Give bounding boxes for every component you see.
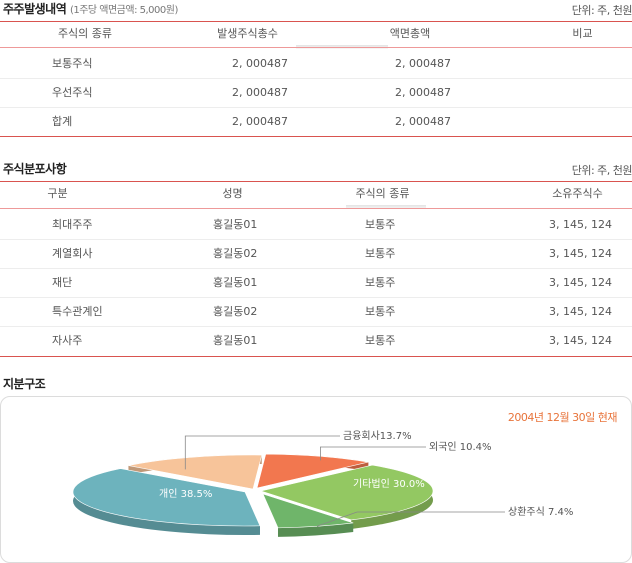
distribution-col-category: 구분 bbox=[47, 187, 68, 200]
issue-row-type: 우선주식 bbox=[52, 86, 93, 99]
distribution-row-shares: 3, 145, 124 bbox=[549, 334, 612, 347]
distribution-table-header: 구분 성명 주식의 종류 소유주식수 bbox=[0, 183, 632, 209]
table-row: 우선주식 2, 000487 2, 000487 bbox=[0, 79, 632, 108]
distribution-row-name: 홍길동01 bbox=[213, 276, 258, 289]
pie-slice-기타법인 bbox=[259, 464, 434, 521]
pie-label-개인: 개인 38.5% bbox=[159, 488, 212, 500]
distribution-unit: 단위: 주, 천원 bbox=[571, 164, 632, 177]
issue-row-total: 2, 000487 bbox=[232, 115, 288, 128]
distribution-col-name: 성명 bbox=[222, 187, 243, 200]
distribution-col-shares: 소유주식수 bbox=[552, 187, 603, 200]
issue-row-type: 보통주식 bbox=[52, 57, 93, 70]
pie-slice-side-4 bbox=[277, 522, 354, 537]
distribution-row-name: 홍길동01 bbox=[213, 334, 258, 347]
issue-table-top-border bbox=[0, 21, 632, 22]
pie-leader-line-상환주식 bbox=[316, 511, 505, 527]
distribution-header-bottom-border bbox=[0, 208, 632, 209]
distribution-row-type: 보통주 bbox=[365, 305, 396, 318]
issue-table-header: 주식의 종류 발생주식총수 액면총액 비교 bbox=[0, 23, 632, 49]
issue-table-bottom-border bbox=[0, 136, 632, 137]
issue-col-type: 주식의 종류 bbox=[57, 27, 113, 40]
distribution-col-type: 주식의 종류 bbox=[355, 187, 410, 200]
distribution-row-type: 보통주 bbox=[365, 218, 396, 231]
structure-chart-panel: 2004년 12월 30일 현재 개인 38.5% 금융회사13.7% 외국인 10… bbox=[0, 396, 632, 563]
pie-label-금융회사: 금융회사13.7% bbox=[343, 430, 412, 442]
distribution-row-name: 홍길동01 bbox=[213, 218, 258, 231]
pie-label-외국인: 외국인 10.4% bbox=[429, 441, 492, 453]
issue-header-bottom-border bbox=[0, 47, 632, 48]
distribution-row-category: 재단 bbox=[52, 276, 73, 289]
issue-unit: 단위: 주, 천원 bbox=[571, 4, 632, 17]
issue-subtitle: (1주당 액면금액: 5,000원) bbox=[69, 5, 178, 16]
distribution-row-shares: 3, 145, 124 bbox=[549, 276, 612, 289]
issue-row-amount: 2, 000487 bbox=[395, 57, 451, 70]
issue-col-total: 발생주식총수 bbox=[217, 27, 278, 40]
table-row: 재단 홍길동01 보통주 3, 145, 124 bbox=[0, 269, 632, 298]
distribution-row-name: 홍길동02 bbox=[213, 247, 258, 260]
issue-row-amount: 2, 000487 bbox=[395, 115, 451, 128]
distribution-row-shares: 3, 145, 124 bbox=[549, 305, 612, 318]
issue-row-type: 합계 bbox=[52, 115, 73, 128]
distribution-row-type: 보통주 bbox=[365, 247, 396, 260]
distribution-table-bottom-border bbox=[0, 356, 632, 357]
pie-slice-side-0 bbox=[72, 468, 260, 535]
distribution-row-shares: 3, 145, 124 bbox=[549, 218, 612, 231]
issue-section-title: 주주발생내역 (1주당 액면금액: 5,000원) bbox=[3, 0, 178, 17]
distribution-row-type: 보통주 bbox=[365, 334, 396, 347]
table-row: 자사주 홍길동01 보통주 3, 145, 124 bbox=[0, 327, 632, 355]
table-row: 계열회사 홍길동02 보통주 3, 145, 124 bbox=[0, 240, 632, 269]
distribution-title: 주식분포사항 bbox=[3, 162, 67, 176]
distribution-table-top-border bbox=[0, 181, 632, 182]
distribution-row-category: 특수관계인 bbox=[52, 305, 103, 318]
ownership-pie-chart: 개인 38.5% 금융회사13.7% 외국인 10.4% 기타법인 30.0% 상환주식… bbox=[72, 430, 573, 537]
issue-col-note: 비교 bbox=[572, 27, 593, 40]
table-row: 보통주식 2, 000487 2, 000487 bbox=[0, 50, 632, 79]
distribution-row-type: 보통주 bbox=[365, 276, 396, 289]
issue-title: 주주발생내역 bbox=[3, 2, 67, 16]
structure-title: 지분구조 bbox=[3, 377, 46, 391]
table-row: 최대주주 홍길동01 보통주 3, 145, 124 bbox=[0, 211, 632, 240]
pie-slice-개인 bbox=[72, 468, 261, 527]
pie-leader-line-금융회사 bbox=[184, 435, 340, 470]
table-row: 특수관계인 홍길동02 보통주 3, 145, 124 bbox=[0, 298, 632, 327]
table-row: 합계 2, 000487 2, 000487 bbox=[0, 108, 632, 136]
distribution-row-name: 홍길동02 bbox=[213, 305, 258, 318]
pie-slice-금융회사 bbox=[128, 454, 263, 490]
distribution-row-category: 자사주 bbox=[52, 334, 83, 347]
distribution-row-shares: 3, 145, 124 bbox=[549, 247, 612, 260]
distribution-row-category: 최대주주 bbox=[52, 218, 93, 231]
distribution-header-shade bbox=[346, 205, 426, 209]
pie-label-기타법인: 기타법인 30.0% bbox=[353, 478, 425, 490]
issue-row-total: 2, 000487 bbox=[232, 86, 288, 99]
pie-label-상환주식: 상환주식 7.4% bbox=[508, 506, 573, 518]
pie-leader-line-외국인 bbox=[320, 446, 426, 461]
structure-date: 2004년 12월 30일 현재 bbox=[507, 411, 618, 424]
issue-row-total: 2, 000487 bbox=[232, 57, 288, 70]
issue-col-amount: 액면총액 bbox=[389, 27, 431, 40]
distribution-row-category: 계열회사 bbox=[52, 247, 93, 260]
issue-row-amount: 2, 000487 bbox=[395, 86, 451, 99]
